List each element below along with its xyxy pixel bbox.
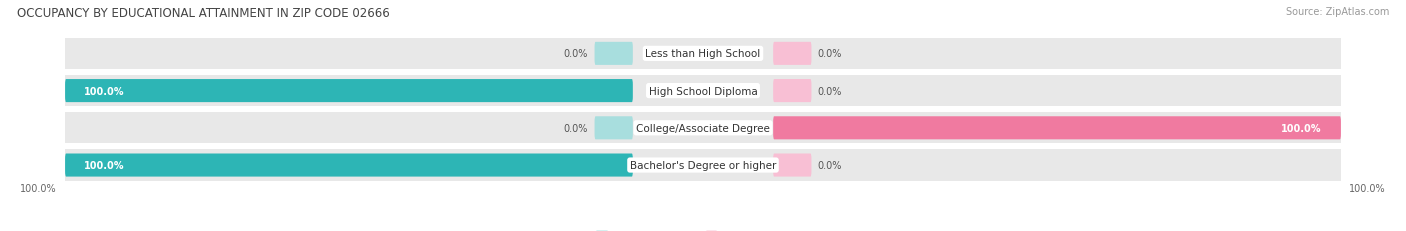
Bar	[65, 39, 1341, 70]
Text: OCCUPANCY BY EDUCATIONAL ATTAINMENT IN ZIP CODE 02666: OCCUPANCY BY EDUCATIONAL ATTAINMENT IN Z…	[17, 7, 389, 20]
Text: 0.0%: 0.0%	[818, 49, 842, 59]
Legend: Owner-occupied, Renter-occupied: Owner-occupied, Renter-occupied	[592, 227, 814, 231]
FancyBboxPatch shape	[65, 80, 633, 103]
FancyBboxPatch shape	[773, 154, 811, 177]
Bar	[65, 76, 1341, 107]
Text: 100.0%: 100.0%	[84, 86, 125, 96]
Text: High School Diploma: High School Diploma	[648, 86, 758, 96]
Text: Bachelor's Degree or higher: Bachelor's Degree or higher	[630, 160, 776, 170]
Text: 100.0%: 100.0%	[21, 183, 58, 193]
Text: 0.0%: 0.0%	[818, 160, 842, 170]
Text: College/Associate Degree: College/Associate Degree	[636, 123, 770, 133]
FancyBboxPatch shape	[773, 43, 811, 66]
Text: 0.0%: 0.0%	[564, 49, 588, 59]
FancyBboxPatch shape	[773, 117, 1341, 140]
Text: 100.0%: 100.0%	[1281, 123, 1322, 133]
Text: 100.0%: 100.0%	[84, 160, 125, 170]
FancyBboxPatch shape	[595, 43, 633, 66]
Text: 100.0%: 100.0%	[1348, 183, 1385, 193]
Bar	[65, 150, 1341, 181]
Text: Less than High School: Less than High School	[645, 49, 761, 59]
Text: 0.0%: 0.0%	[818, 86, 842, 96]
Bar	[65, 113, 1341, 144]
Text: 0.0%: 0.0%	[564, 123, 588, 133]
Text: Source: ZipAtlas.com: Source: ZipAtlas.com	[1285, 7, 1389, 17]
FancyBboxPatch shape	[65, 154, 633, 177]
FancyBboxPatch shape	[595, 117, 633, 140]
FancyBboxPatch shape	[773, 80, 811, 103]
